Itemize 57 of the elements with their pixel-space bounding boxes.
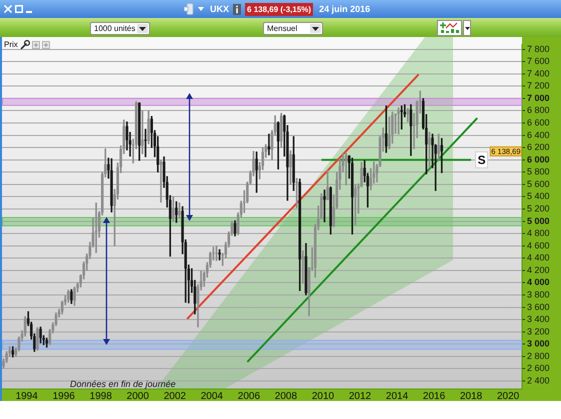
y-tick-label: 7 200	[527, 80, 550, 91]
y-tick-label: 3 400	[527, 314, 550, 324]
series-label: S	[478, 153, 486, 168]
y-tick-label: 6 200	[527, 142, 550, 152]
x-tick-label: 2008	[274, 390, 298, 402]
y-tick-label: 4 400	[527, 252, 550, 263]
y-tick-label: 2 800	[527, 350, 550, 361]
candlestick	[218, 249, 221, 260]
candlestick	[323, 190, 326, 222]
y-tick-label: 4 800	[527, 228, 550, 238]
candlestick	[397, 107, 400, 134]
y-tick-label: 3 200	[527, 326, 550, 336]
candlestick	[144, 128, 147, 158]
x-tick-label: 2018	[460, 390, 483, 402]
y-tick-label: 7 600	[527, 56, 550, 66]
text: 6 138,69 (-3,15%)	[245, 2, 314, 16]
x-tick-label: 2016	[422, 390, 446, 402]
y-tick-label: 5 000	[527, 216, 550, 226]
y-tick-label: 5 600	[527, 178, 550, 189]
dropdown: 1000 unités	[90, 22, 150, 35]
x-tick-label: 2012	[348, 390, 372, 402]
y-tick-label: 4 000	[527, 277, 550, 288]
x-tick-label: 1994	[16, 390, 38, 402]
y-tick-label: 2 400	[527, 376, 550, 386]
x-tick-label: 2006	[238, 390, 260, 402]
y-tick-label: 7 400	[527, 68, 550, 78]
y-tick-label: 5 200	[527, 204, 550, 214]
y-tick-label: 5 400	[527, 191, 550, 202]
y-tick-label: 7 800	[527, 44, 550, 54]
x-tick-label: 2020	[496, 390, 520, 402]
x-tick-label: 2000	[126, 390, 150, 402]
x-tick-label: 2014	[386, 390, 409, 402]
y-tick-label: 3 800	[527, 290, 550, 300]
candlestick	[160, 160, 162, 203]
x-tick-label: 1998	[90, 390, 112, 402]
annotation: Prix	[4, 40, 18, 49]
y-tick-label: 4 600	[527, 240, 550, 250]
annotation: Données en fin de journée	[70, 379, 176, 390]
y-tick-label: 6 600	[527, 118, 550, 128]
y-tick-label: 3 600	[527, 302, 550, 312]
dropdown: Mensuel	[263, 22, 323, 35]
x-tick-label: 1996	[52, 390, 76, 402]
y-tick-label: 6 800	[527, 105, 550, 116]
y-tick-label: 5 800	[527, 166, 550, 177]
chart-title: UKX	[210, 4, 230, 14]
x-tick-label: 2010	[312, 390, 335, 402]
x-tick-label: 2004	[200, 390, 224, 402]
candlestick	[268, 134, 270, 156]
y-tick-label: 7 000	[527, 92, 550, 103]
y-tick-label: 6 000	[527, 154, 550, 164]
candlestick	[215, 246, 218, 261]
y-tick-label: 6 400	[527, 130, 550, 140]
chart-subtitle: 24 juin 2016	[319, 4, 370, 14]
y-tick-label: 4 200	[527, 264, 550, 275]
y-tick-label: 2 600	[527, 363, 550, 374]
y-tick-label: 3 000	[527, 338, 550, 349]
x-tick-label: 2002	[164, 390, 186, 402]
